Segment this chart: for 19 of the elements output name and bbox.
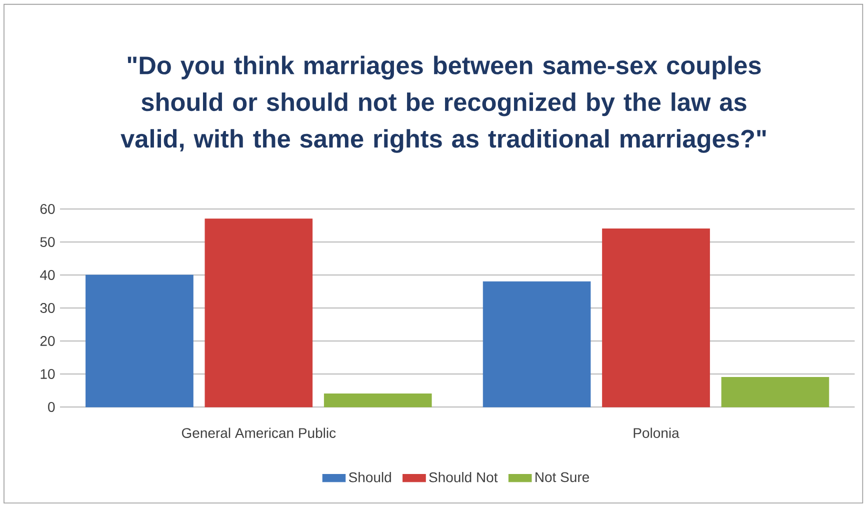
y-tick-label: 40 xyxy=(40,270,55,280)
bar xyxy=(482,281,591,408)
bar xyxy=(86,274,194,408)
legend-label: Should xyxy=(348,472,391,482)
legend-label: Should Not xyxy=(429,472,498,482)
legend-label: Not Sure xyxy=(536,472,590,482)
bar xyxy=(204,218,313,408)
y-tick-label: 30 xyxy=(40,303,55,313)
bar xyxy=(721,377,830,408)
bar xyxy=(602,228,710,408)
y-tick-label: 10 xyxy=(40,369,55,379)
y-tick-label: 0 xyxy=(48,402,55,412)
chart-title: "Do you think marriages between same-sex couples should or should not be recognized by the law as valid, with the same rights as traditional marriages?" xyxy=(120,56,766,153)
x-tick-label: Polonia xyxy=(634,428,680,438)
bar xyxy=(324,394,432,408)
y-tick-label: 60 xyxy=(40,204,55,214)
y-tick-label: 50 xyxy=(40,237,55,247)
x-tick-label: General American Public xyxy=(182,428,336,438)
y-tick-label: 20 xyxy=(40,336,55,346)
